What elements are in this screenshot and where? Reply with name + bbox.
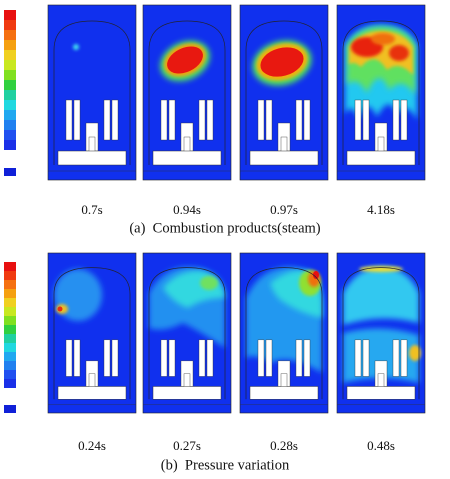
caption: (b) Pressure variation	[161, 457, 290, 473]
shape	[4, 298, 16, 307]
shape	[359, 266, 403, 272]
shape	[313, 271, 319, 279]
shape	[343, 266, 421, 383]
shape	[343, 267, 419, 325]
shape	[246, 267, 323, 373]
shape	[4, 10, 16, 20]
shape	[389, 45, 409, 61]
shape	[160, 40, 210, 82]
shape	[4, 120, 16, 130]
shape	[73, 44, 79, 50]
legend-top	[4, 10, 16, 176]
shape	[409, 345, 421, 361]
legend-bottom	[4, 262, 16, 413]
shape	[260, 47, 304, 77]
shape	[4, 168, 16, 176]
plot	[239, 4, 329, 181]
shape	[4, 405, 16, 413]
time-label: 4.18s	[367, 202, 395, 217]
shape	[149, 267, 225, 348]
shape	[4, 370, 16, 379]
shape	[4, 40, 16, 50]
caption: (a) Combustion products(steam)	[129, 220, 320, 236]
shape	[4, 289, 16, 298]
shape	[4, 325, 16, 334]
shape	[345, 25, 417, 120]
time-label: 0.28s	[270, 438, 298, 453]
shape	[4, 50, 16, 60]
shape	[4, 271, 16, 280]
plot	[336, 4, 426, 181]
shape	[4, 60, 16, 70]
shape	[167, 46, 203, 74]
shape	[4, 70, 16, 80]
shape	[4, 334, 16, 343]
shape	[4, 343, 16, 352]
plot	[142, 252, 232, 414]
shape	[4, 90, 16, 100]
shape	[4, 80, 16, 90]
shape	[4, 130, 16, 140]
shape	[252, 40, 312, 86]
plot	[239, 252, 329, 414]
plot	[142, 4, 232, 181]
plot	[47, 4, 137, 181]
shape	[343, 328, 419, 383]
shape	[4, 30, 16, 40]
time-label: 0.94s	[173, 202, 201, 217]
shape	[4, 379, 16, 388]
time-label: 0.48s	[367, 438, 395, 453]
shape	[4, 280, 16, 289]
shape	[4, 316, 16, 325]
shape	[200, 276, 218, 290]
time-label: 0.24s	[78, 438, 106, 453]
shape	[4, 20, 16, 30]
time-label: 0.7s	[81, 202, 102, 217]
shape	[54, 269, 102, 321]
shape	[4, 361, 16, 370]
shape	[4, 352, 16, 361]
shape	[4, 262, 16, 271]
plot	[336, 252, 426, 414]
plot	[47, 252, 137, 414]
shape	[4, 100, 16, 110]
shape	[4, 307, 16, 316]
time-label: 0.97s	[270, 202, 298, 217]
shape	[371, 33, 395, 45]
time-label: 0.27s	[173, 438, 201, 453]
shape	[4, 110, 16, 120]
shape	[57, 306, 63, 312]
shape	[4, 140, 16, 150]
